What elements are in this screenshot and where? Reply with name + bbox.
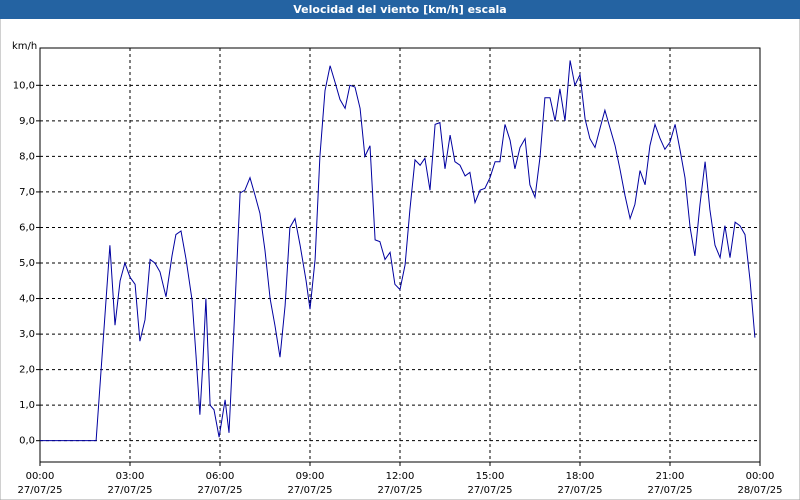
line-series — [40, 60, 756, 442]
y-unit-label: km/h — [12, 41, 37, 52]
x-tick-label: 06:00 27/07/25 — [198, 471, 243, 496]
y-tick-label: 6,0 — [19, 222, 35, 233]
y-tick-label: 10,0 — [13, 80, 35, 91]
x-tick-label: 03:00 27/07/25 — [108, 471, 153, 496]
y-tick-label: 3,0 — [19, 329, 35, 340]
y-tick-label: 2,0 — [19, 365, 35, 376]
x-tick-label: 18:00 27/07/25 — [558, 471, 603, 496]
y-tick-label: 9,0 — [19, 116, 35, 127]
y-tick-label: 4,0 — [19, 294, 35, 305]
plot-border — [39, 47, 761, 463]
x-tick-label: 21:00 27/07/25 — [648, 471, 693, 496]
x-tick-label: 15:00 27/07/25 — [468, 471, 513, 496]
y-tick-label: 8,0 — [19, 151, 35, 162]
y-tick-label: 0,0 — [19, 436, 35, 447]
y-tick-label: 1,0 — [19, 400, 35, 411]
chart-title: Velocidad del viento [km/h] escala — [293, 3, 506, 16]
x-tick-label: 09:00 27/07/25 — [288, 471, 333, 496]
x-tick-label: 00:00 28/07/25 — [738, 471, 783, 496]
y-tick-label: 7,0 — [19, 187, 35, 198]
y-tick-label: 5,0 — [19, 258, 35, 269]
x-tick-label: 00:00 27/07/25 — [18, 471, 63, 496]
x-tick-label: 12:00 27/07/25 — [378, 471, 423, 496]
title-bar — [0, 0, 800, 19]
